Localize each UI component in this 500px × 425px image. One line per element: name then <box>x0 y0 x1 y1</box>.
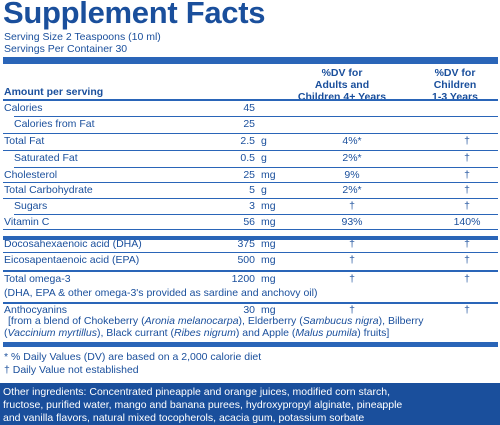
serving-size: Serving Size 2 Teaspoons (10 ml) <box>4 31 161 43</box>
nutrient-name: Vitamin C <box>4 216 50 228</box>
other-ingredients-line1: Other ingredients: Concentrated pineappl… <box>3 386 390 398</box>
dv-children: † <box>464 304 470 316</box>
nutrient-name: Sugars <box>14 200 48 212</box>
nutrient-unit: g <box>261 152 267 164</box>
dv-adults: † <box>349 273 355 285</box>
header-amount-per-serving: Amount per serving <box>4 86 104 98</box>
dv-adults: † <box>349 200 355 212</box>
dv-children: † <box>464 254 470 266</box>
omega3-note: (DHA, EPA & other omega-3's provided as … <box>4 287 318 299</box>
header-dv-children: %DV for Children 1-3 Years <box>432 67 478 103</box>
dv-children: † <box>464 184 470 196</box>
row-divider <box>14 116 498 117</box>
nutrient-unit: mg <box>261 304 276 316</box>
nutrient-unit: g <box>261 135 267 147</box>
row-divider <box>3 182 498 183</box>
nutrient-amount: 0.5 <box>240 152 255 164</box>
nutrient-amount: 56 <box>243 216 255 228</box>
other-ingredients-box: Other ingredients: Concentrated pineappl… <box>0 383 500 425</box>
dv-adults: † <box>349 304 355 316</box>
nutrient-amount: 25 <box>243 118 255 130</box>
nutrient-name: Saturated Fat <box>14 152 78 164</box>
nutrient-name: Calories <box>4 102 43 114</box>
header-divider <box>3 99 498 101</box>
dv-children: † <box>464 169 470 181</box>
nutrient-name: Total Carbohydrate <box>4 184 93 196</box>
dv-adults: † <box>349 238 355 250</box>
nutrient-amount: 5 <box>249 184 255 196</box>
dv-adults: 9% <box>344 169 360 181</box>
dv-adults: 2%* <box>342 184 362 196</box>
nutrient-name: Calories from Fat <box>14 118 95 130</box>
row-divider <box>3 150 498 151</box>
dv-adults: 2%* <box>342 152 362 164</box>
row-divider <box>3 229 498 230</box>
nutrient-unit: mg <box>261 200 276 212</box>
thick-divider-top <box>3 57 498 64</box>
nutrient-amount: 3 <box>249 200 255 212</box>
nutrient-unit: mg <box>261 216 276 228</box>
panel-title: Supplement Facts <box>3 0 266 30</box>
footnote-not-established: † Daily Value not established <box>4 364 139 376</box>
row-divider <box>3 133 498 134</box>
nutrient-unit: mg <box>261 254 276 266</box>
anthocyanins-source-line2: (Vaccinium myrtillus), Black currant (Ri… <box>4 327 390 339</box>
dv-children: 140% <box>453 216 481 228</box>
anthocyanins-source-line1: [from a blend of Chokeberry (Aronia mela… <box>8 315 424 327</box>
nutrient-name: Cholesterol <box>4 169 58 181</box>
row-divider <box>14 167 498 168</box>
dv-children: † <box>464 152 470 164</box>
other-ingredients-line2: fructose, purified water, mango and bana… <box>3 399 403 411</box>
thick-divider-bottom <box>3 342 498 347</box>
nutrient-name: Docosahexaenoic acid (DHA) <box>4 238 142 250</box>
nutrient-amount: 45 <box>243 102 255 114</box>
nutrient-name: Anthocyanins <box>4 304 68 316</box>
row-divider <box>3 270 498 272</box>
nutrient-name: Eicosapentaenoic acid (EPA) <box>4 254 140 266</box>
nutrient-amount: 25 <box>243 169 255 181</box>
dv-children: † <box>464 135 470 147</box>
dv-adults: 4%* <box>342 135 362 147</box>
dv-children: † <box>464 238 470 250</box>
nutrient-amount: 375 <box>237 238 255 250</box>
nutrient-unit: mg <box>261 273 276 285</box>
nutrient-amount: 1200 <box>231 273 255 285</box>
nutrient-amount: 2.5 <box>240 135 255 147</box>
nutrient-unit: mg <box>261 238 276 250</box>
row-divider <box>3 302 498 304</box>
dv-children: † <box>464 200 470 212</box>
nutrient-name: Total omega-3 <box>4 273 71 285</box>
dv-adults: 93% <box>341 216 363 228</box>
footnote-daily-values: * % Daily Values (DV) are based on a 2,0… <box>4 351 262 363</box>
row-divider <box>3 236 498 240</box>
header-dv-adults: %DV for Adults and Children 4+ Years <box>297 67 387 103</box>
nutrient-unit: mg <box>261 169 276 181</box>
row-divider <box>14 214 498 215</box>
dv-children: † <box>464 273 470 285</box>
servings-per-container: Servings Per Container 30 <box>4 43 128 55</box>
nutrient-name: Total Fat <box>4 135 45 147</box>
other-ingredients-line3: and vanilla flavors, natural mixed tocop… <box>3 412 365 424</box>
dv-adults: † <box>349 254 355 266</box>
nutrient-amount: 500 <box>237 254 255 266</box>
nutrient-amount: 30 <box>243 304 255 316</box>
row-divider <box>3 198 498 199</box>
row-divider <box>3 252 498 253</box>
nutrient-unit: g <box>261 184 267 196</box>
